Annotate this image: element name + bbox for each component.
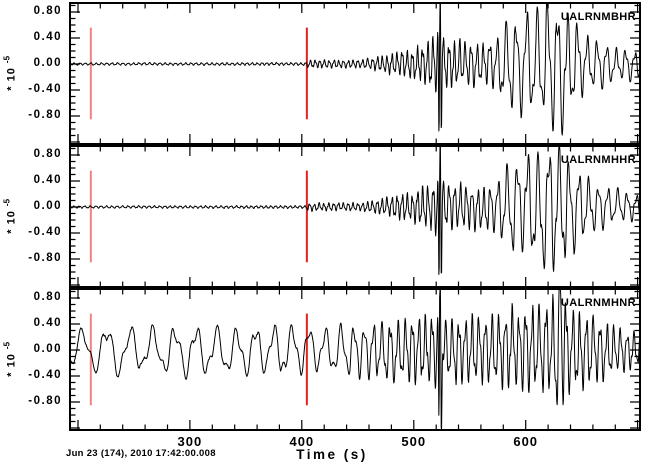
y-tick-label: 0.80 [33,148,62,160]
station-label-3: UALRNMHNR [560,297,636,309]
seismogram-panel-3: UALRNMHNR [69,288,641,431]
y-tick-label: -0.80 [28,252,62,264]
y-tick-label: 0.00 [33,57,62,69]
plot-frame [69,288,641,431]
y-tick-label: 0.00 [33,200,62,212]
station-label-1: UALRNMBHR [560,11,636,23]
plot-frame [69,2,641,145]
x-tick-label: 400 [289,434,315,449]
seismic-trace [69,2,641,136]
y-tick-label: 0.80 [33,291,62,303]
seismogram-panel-2: UALRNMHHR [69,145,641,288]
waveform-plot-1[interactable] [69,2,641,145]
y-tick-label: -0.80 [28,109,62,121]
station-label-2: UALRNMHHR [560,154,636,166]
y-tick-label: 0.00 [33,343,62,355]
y-tick-label: -0.40 [28,226,62,238]
seismogram-panel-1: UALRNMBHR [69,2,641,145]
y-axis-unit-label: * 10 -5 [2,198,18,234]
y-tick-label: 0.40 [33,174,62,186]
axis-ticks [71,4,639,143]
y-tick-label: 0.40 [33,31,62,43]
x-axis-title: Time (s) [296,447,368,462]
x-tick-label: 300 [177,434,203,449]
waveform-plot-2[interactable] [69,145,641,288]
seismic-trace [69,288,641,430]
axis-ticks [71,147,639,286]
y-tick-label: -0.40 [28,83,62,95]
seismic-trace [69,145,641,276]
y-tick-label: 0.80 [33,5,62,17]
axis-ticks [71,290,639,429]
x-tick-label: 500 [401,434,427,449]
y-axis-unit-label: * 10 -5 [2,55,18,91]
x-tick-label: 600 [513,434,539,449]
y-tick-label: -0.80 [28,395,62,407]
y-axis-unit-label: * 10 -5 [2,341,18,377]
y-tick-label: 0.40 [33,317,62,329]
waveform-plot-3[interactable] [69,288,641,431]
y-tick-label: -0.40 [28,369,62,381]
trace-start-time-label: Jun 23 (174), 2010 17:42:00.008 [66,448,216,459]
plot-frame [69,145,641,288]
